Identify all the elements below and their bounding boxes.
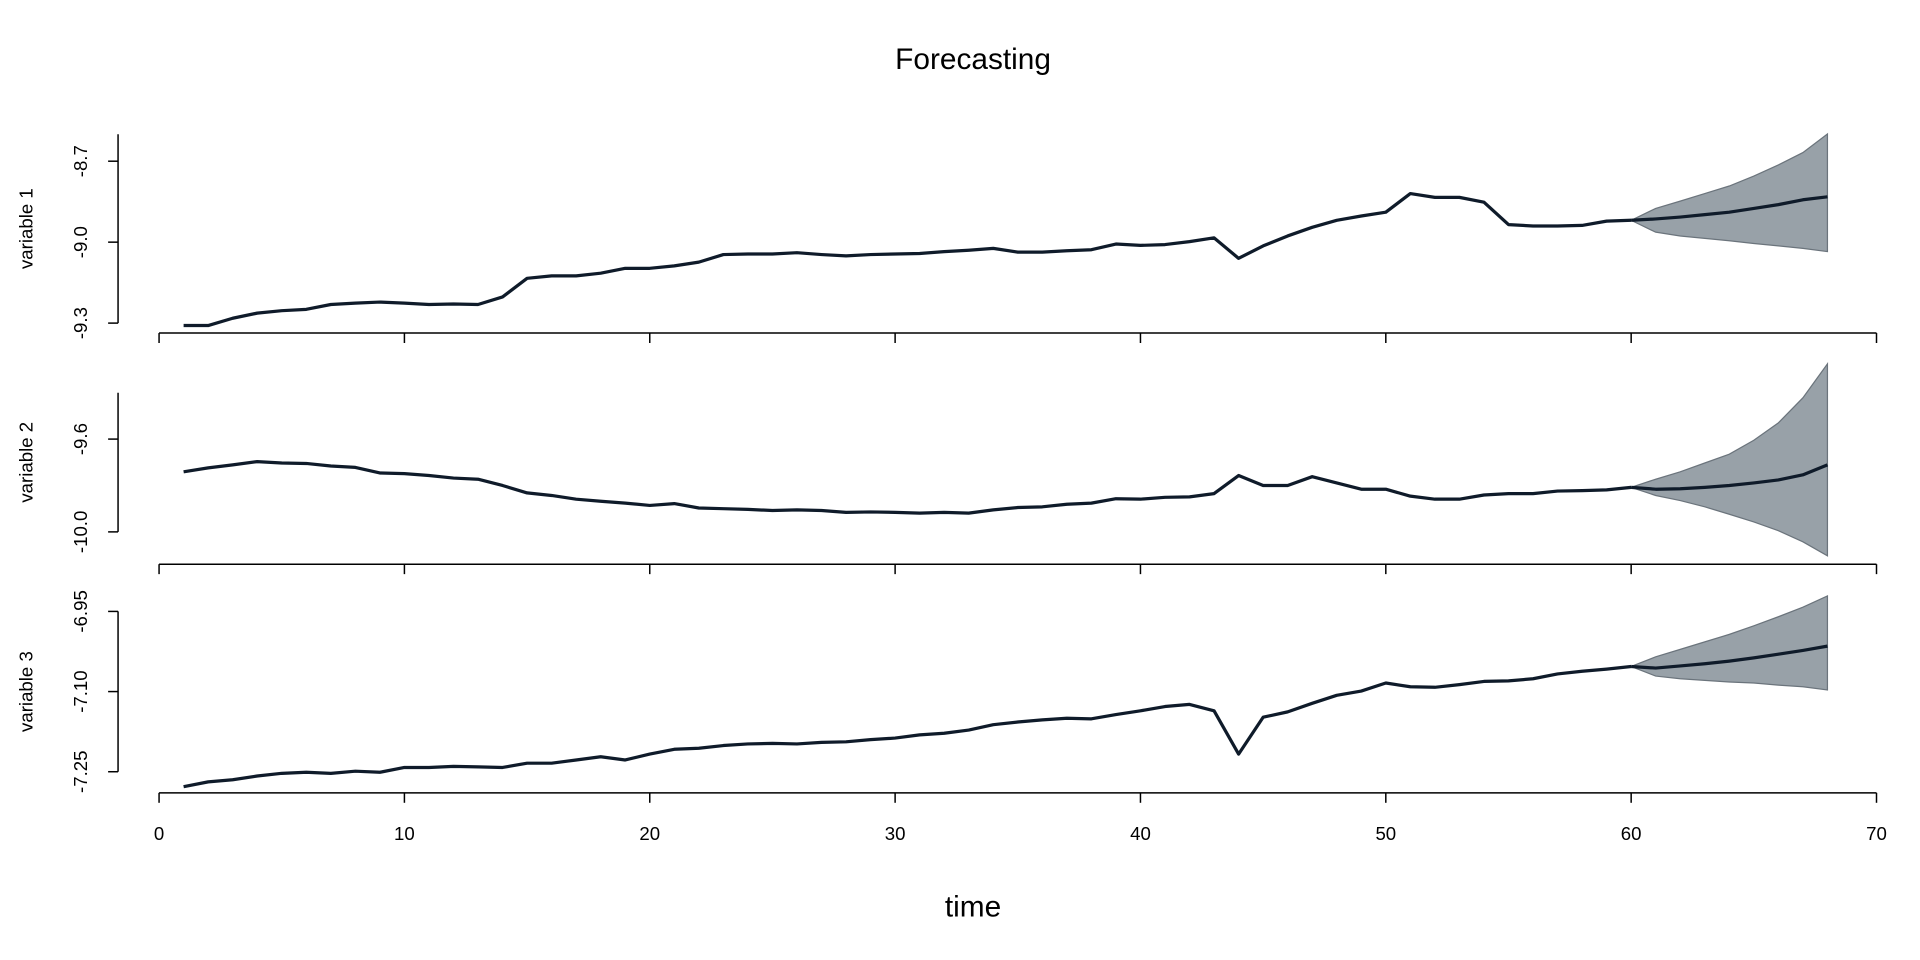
x-tick-label: 40: [1130, 823, 1151, 844]
forecast-line: [1631, 195, 1828, 222]
y-tick-label: -9.6: [70, 423, 91, 455]
y-tick-label: -6.95: [70, 590, 91, 632]
y-axis-label: variable 1: [15, 188, 36, 269]
forecast-line: [1631, 463, 1829, 491]
y-axis-label: variable 2: [15, 422, 36, 503]
forecast-interval: [1629, 132, 1829, 253]
y-tick-label: -7.25: [70, 751, 91, 793]
series-line: [183, 459, 1632, 515]
y-tick-label: -9.0: [70, 226, 91, 258]
y-tick-label: -8.7: [70, 145, 91, 177]
x-axis-label: time: [945, 890, 1001, 923]
series-line: [183, 191, 1632, 328]
chart-title: Forecasting: [895, 43, 1051, 76]
y-tick-label: -9.3: [70, 307, 91, 339]
x-tick-label: 20: [639, 823, 660, 844]
series-line: [183, 664, 1632, 789]
y-tick-label: -7.10: [70, 670, 91, 712]
x-tick-label: 30: [885, 823, 906, 844]
forecast-line: [1631, 644, 1828, 670]
x-tick-label: 50: [1375, 823, 1396, 844]
y-tick-label: -10.0: [70, 511, 91, 553]
x-tick-label: 0: [154, 823, 164, 844]
x-tick-label: 70: [1866, 823, 1887, 844]
forecast-interval: [1629, 362, 1829, 557]
x-tick-label: 10: [394, 823, 415, 844]
x-tick-label: 60: [1621, 823, 1642, 844]
y-axis-label: variable 3: [15, 651, 36, 732]
